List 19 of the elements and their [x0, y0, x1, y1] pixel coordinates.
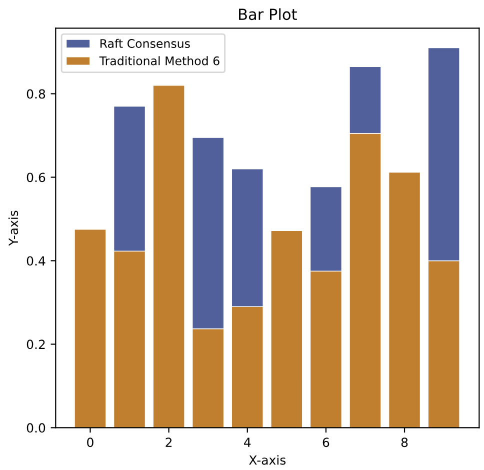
bar — [152, 85, 185, 428]
legend-label: Raft Consensus — [100, 38, 190, 48]
legend-label: Traditional Method 6 — [99, 56, 220, 66]
bar — [74, 229, 106, 428]
y-tick-label: 0.2 — [26, 340, 45, 350]
x-tick-label: 0 — [87, 438, 94, 448]
y-tick-label: 0.4 — [26, 256, 46, 266]
bar — [270, 230, 303, 428]
x-tick-label: 2 — [166, 438, 172, 447]
y-tick-label: 0.8 — [26, 89, 46, 99]
x-axis-title: X-axis — [249, 455, 286, 465]
x-tick-label: 6 — [322, 438, 330, 448]
x-tick-label: 8 — [401, 438, 408, 448]
y-tick-label: 0.0 — [26, 423, 46, 433]
chart-title: Bar Plot — [239, 8, 297, 20]
y-tick-label: 0.6 — [26, 172, 46, 182]
y-axis-title: Y-axis — [8, 210, 18, 246]
x-tick-label: 4 — [244, 438, 251, 447]
bar — [388, 172, 421, 428]
